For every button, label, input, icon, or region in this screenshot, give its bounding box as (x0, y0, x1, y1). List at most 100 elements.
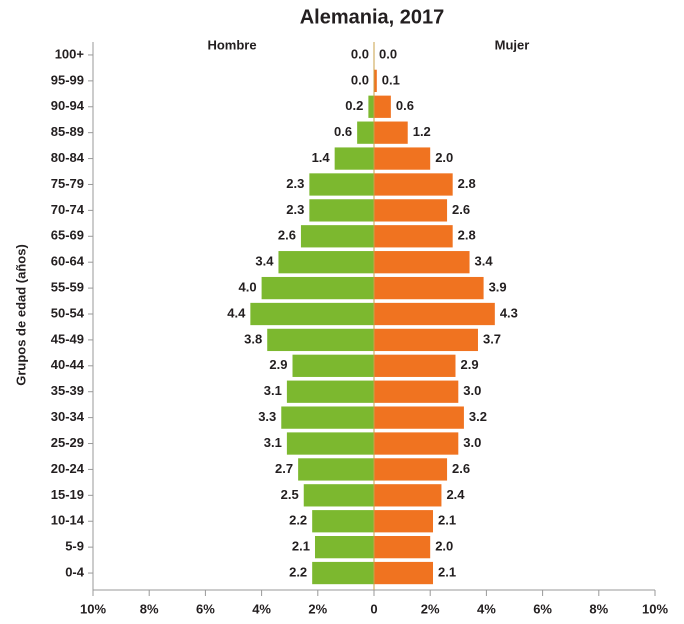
data-label: 2.0 (435, 150, 453, 165)
y-tick-label: 65-69 (51, 228, 84, 243)
bar (286, 380, 374, 403)
data-label: 0.2 (345, 98, 363, 113)
data-label: 3.4 (475, 254, 494, 269)
y-tick-label: 15-19 (51, 487, 84, 502)
data-label: 1.2 (413, 124, 431, 139)
data-label: 3.9 (489, 280, 507, 295)
data-label: 3.4 (255, 254, 274, 269)
data-label: 2.7 (275, 461, 293, 476)
data-label: 2.8 (458, 228, 476, 243)
y-tick-label: 35-39 (51, 383, 84, 398)
data-label: 3.3 (258, 409, 276, 424)
data-label: 3.1 (264, 383, 282, 398)
data-label: 2.6 (278, 228, 296, 243)
data-label: 3.8 (244, 331, 262, 346)
bar (312, 561, 374, 585)
x-tick-label: 6% (533, 601, 552, 616)
y-tick-label: 60-64 (51, 254, 85, 269)
data-label: 2.3 (286, 176, 304, 191)
bar (312, 510, 374, 533)
bar (374, 354, 456, 377)
x-tick-label: 2% (421, 601, 440, 616)
x-tick-label: 4% (252, 601, 271, 616)
data-label: 2.4 (446, 487, 465, 502)
data-label: 2.5 (281, 487, 299, 502)
data-label: 4.3 (500, 305, 518, 320)
bar (374, 536, 431, 559)
data-label: 0.0 (351, 46, 369, 61)
data-label: 2.8 (458, 176, 476, 191)
x-tick-label: 10% (80, 601, 106, 616)
x-tick-label: 6% (196, 601, 215, 616)
bar (357, 121, 374, 144)
data-label: 4.4 (227, 305, 246, 320)
data-label: 0.0 (379, 46, 397, 61)
bar (374, 406, 464, 429)
data-label: 3.7 (483, 331, 501, 346)
bar (309, 199, 374, 222)
bar (250, 302, 374, 326)
data-label: 2.6 (452, 461, 470, 476)
bar (267, 328, 374, 352)
bar (374, 484, 442, 507)
bar (374, 225, 453, 248)
data-label: 2.9 (460, 357, 478, 372)
legend-label: Hombre (207, 37, 256, 52)
data-label: 0.6 (334, 124, 352, 139)
y-tick-label: 90-94 (51, 98, 85, 113)
y-tick-label: 40-44 (51, 357, 85, 372)
y-tick-label: 25-29 (51, 435, 84, 450)
x-tick-label: 4% (477, 601, 496, 616)
x-tick-label: 8% (140, 601, 159, 616)
bar (374, 147, 431, 170)
data-label: 0.1 (382, 72, 400, 87)
x-tick-label: 2% (308, 601, 327, 616)
bar (309, 173, 374, 196)
legend-label: Mujer (495, 37, 530, 52)
bar (368, 95, 374, 118)
bar (374, 276, 484, 300)
data-label: 0.0 (351, 72, 369, 87)
bar (292, 354, 374, 377)
data-label: 3.1 (264, 435, 282, 450)
data-label: 3.0 (463, 435, 481, 450)
y-tick-label: 20-24 (51, 461, 85, 476)
bar (374, 328, 478, 352)
y-tick-label: 70-74 (51, 202, 85, 217)
bar (374, 458, 448, 481)
x-tick-label: 0 (370, 601, 377, 616)
data-label: 2.1 (292, 539, 310, 554)
data-label: 2.1 (438, 513, 456, 528)
bar (281, 406, 374, 429)
bar (374, 302, 495, 326)
data-label: 4.0 (239, 280, 257, 295)
x-tick-label: 10% (642, 601, 668, 616)
data-label: 2.6 (452, 202, 470, 217)
data-label: 3.2 (469, 409, 487, 424)
data-label: 2.1 (438, 564, 456, 579)
y-tick-label: 95-99 (51, 72, 84, 87)
y-tick-label: 5-9 (65, 539, 84, 554)
bar (334, 147, 374, 170)
bar (298, 458, 374, 481)
bar (374, 380, 459, 403)
bar (374, 251, 470, 274)
data-label: 0.6 (396, 98, 414, 113)
y-tick-label: 10-14 (51, 513, 85, 528)
data-label: 2.3 (286, 202, 304, 217)
data-label: 2.2 (289, 513, 307, 528)
y-tick-label: 50-54 (51, 305, 85, 320)
bar (374, 199, 448, 222)
bar (278, 251, 374, 274)
bar (374, 95, 391, 118)
bar (314, 536, 374, 559)
y-tick-label: 30-34 (51, 409, 85, 424)
bar (374, 561, 434, 585)
data-label: 2.9 (269, 357, 287, 372)
bar (374, 121, 408, 144)
y-tick-label: 55-59 (51, 280, 84, 295)
y-tick-label: 0-4 (65, 564, 85, 579)
x-tick-label: 8% (589, 601, 608, 616)
bar (303, 484, 374, 507)
